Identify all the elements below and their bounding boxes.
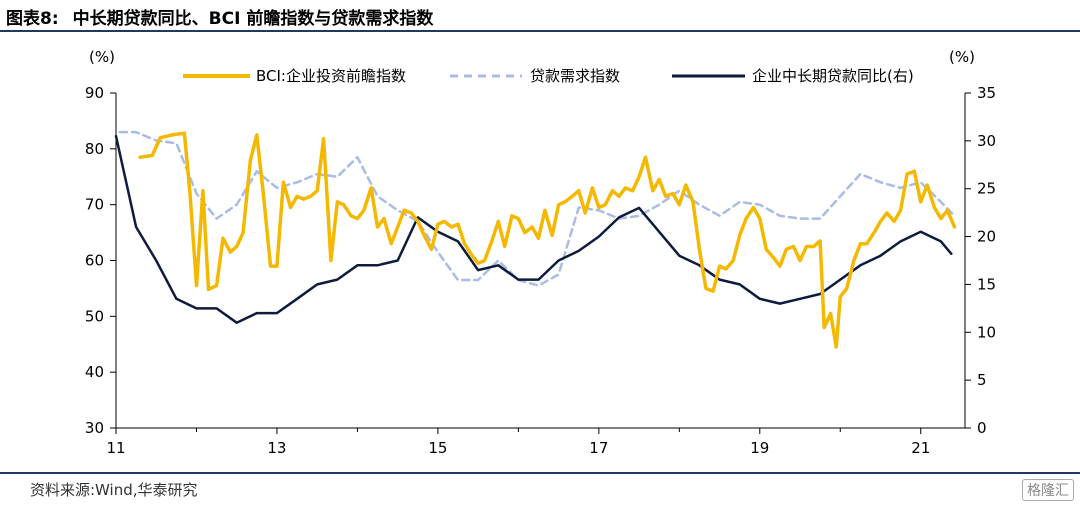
legend: BCI:企业投资前瞻指数 贷款需求指数 企业中长期贷款同比(右)	[183, 67, 914, 85]
x-tick-label: 17	[589, 439, 608, 457]
y-right-tick-label: 25	[977, 180, 996, 198]
x-tick-label: 15	[428, 439, 447, 457]
y-left-tick-label: 60	[85, 252, 104, 270]
top-rule	[0, 30, 1080, 32]
legend-label-bci: BCI:企业投资前瞻指数	[256, 67, 406, 85]
y-left-tick-label: 90	[85, 84, 104, 102]
y-left-tick-label: 40	[85, 363, 104, 381]
legend-label-loan: 企业中长期贷款同比(右)	[752, 67, 914, 85]
legend-label-demand: 贷款需求指数	[530, 67, 620, 85]
chart: (%) (%) BCI:企业投资前瞻指数 贷款需求指数 企业中长期贷款同比(右)…	[85, 48, 996, 457]
y-right-tick-label: 15	[977, 275, 996, 293]
y-right-tick-label: 10	[977, 323, 996, 341]
y-left-tick-label: 50	[85, 307, 104, 325]
x-tick-label: 13	[267, 439, 286, 457]
y-right-tick-label: 20	[977, 228, 996, 246]
y-left-tick-label: 70	[85, 196, 104, 214]
x-tick-label: 21	[911, 439, 930, 457]
y-right-tick-label: 35	[977, 84, 996, 102]
series-line-demand	[118, 130, 956, 287]
bottom-rule	[0, 472, 1080, 474]
series-line-bci	[138, 131, 957, 349]
x-tick-label: 19	[750, 439, 769, 457]
y-right-tick-label: 5	[977, 371, 987, 389]
y-left-unit: (%)	[89, 48, 115, 66]
figure-number: 图表8:	[6, 9, 59, 29]
x-tick-label: 11	[106, 439, 125, 457]
y-right-tick-label: 30	[977, 132, 996, 150]
y-right-unit: (%)	[949, 48, 975, 66]
figure-title-text: 中长期贷款同比、BCI 前瞻指数与贷款需求指数	[72, 9, 434, 29]
series-line-loan	[114, 134, 953, 324]
y-left-tick-label: 80	[85, 140, 104, 158]
figure-title: 图表8: 中长期贷款同比、BCI 前瞻指数与贷款需求指数	[6, 4, 433, 29]
watermark-logo: 格隆汇	[1022, 479, 1074, 501]
y-right-tick-label: 0	[977, 419, 987, 437]
source-note: 资料来源:Wind,华泰研究	[30, 481, 198, 499]
y-left-tick-label: 30	[85, 419, 104, 437]
